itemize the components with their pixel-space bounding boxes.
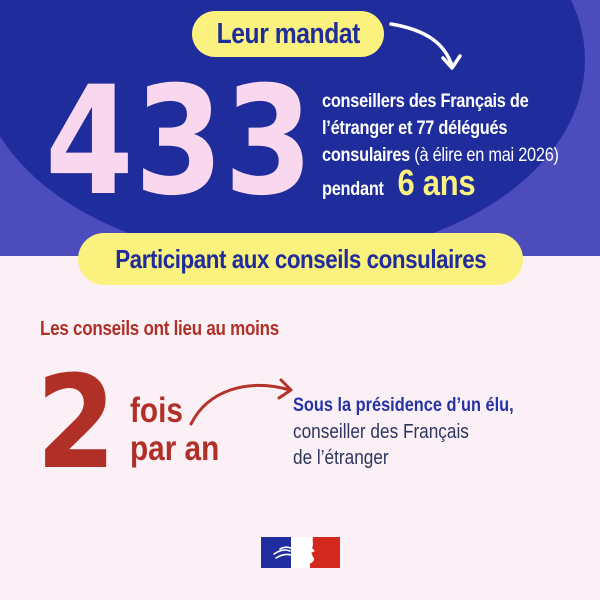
frequency-text: fois par an: [130, 392, 219, 468]
section-badge: Participant aux conseils consulaires: [78, 233, 523, 285]
mandate-duration-label: pendant: [322, 179, 384, 200]
mandate-line-3-bold: consulaires: [322, 145, 410, 166]
mandate-badge: Leur mandat: [192, 11, 384, 57]
presidence-line-1: Sous la présidence d’un élu,: [293, 395, 514, 416]
mandate-badge-label: Leur mandat: [216, 17, 360, 50]
mandate-line-3: consulaires (à élire en mai 2026): [322, 142, 559, 169]
frequency-line-2: par an: [130, 429, 220, 468]
presidence-line-2: conseiller des Français: [293, 421, 469, 443]
mandate-duration-value: 6 ans: [397, 162, 476, 203]
mandate-line-3-light: (à élire en mai 2026): [409, 145, 559, 166]
section-badge-label: Participant aux conseils consulaires: [114, 243, 487, 274]
mandate-line-2: l’étranger et 77 délégués: [322, 118, 508, 139]
french-government-marianne-logo: [261, 537, 340, 568]
presidence-detail: Sous la présidence d’un élu, conseiller …: [293, 393, 550, 471]
mandate-description: conseillers des Français de l’étranger e…: [322, 88, 582, 203]
councils-intro-text: Les conseils ont lieu au moins: [40, 318, 279, 340]
frequency-line-1: fois: [130, 391, 183, 430]
presidence-line-3: de l’étranger: [293, 447, 389, 469]
curved-arrow-down-icon: [389, 22, 462, 70]
mandate-line-4: pendant 6 ans: [322, 162, 546, 203]
big-number-433: 433: [45, 55, 314, 229]
big-number-2: 2: [36, 349, 117, 498]
curved-arrow-right-icon: [189, 378, 293, 426]
mandate-line-1: conseillers des Français de: [322, 91, 529, 112]
